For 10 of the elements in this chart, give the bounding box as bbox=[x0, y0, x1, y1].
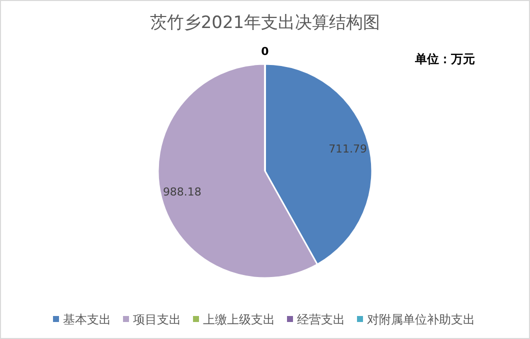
legend-label: 基本支出 bbox=[63, 312, 111, 326]
legend-label: 上缴上级支出 bbox=[203, 312, 275, 326]
text: 0 bbox=[261, 45, 269, 58]
legend-label: 对附属单位补助支出 bbox=[367, 312, 475, 326]
data-label: 711.79 bbox=[328, 142, 368, 156]
legend-label: 项目支出 bbox=[133, 312, 181, 326]
chart-title: 茨竹乡2021年支出决算结构图 bbox=[150, 13, 380, 33]
data-label: 988.18 bbox=[162, 186, 202, 199]
text: 单位：万元 bbox=[414, 52, 475, 66]
legend-label: 经营支出 bbox=[297, 312, 345, 326]
